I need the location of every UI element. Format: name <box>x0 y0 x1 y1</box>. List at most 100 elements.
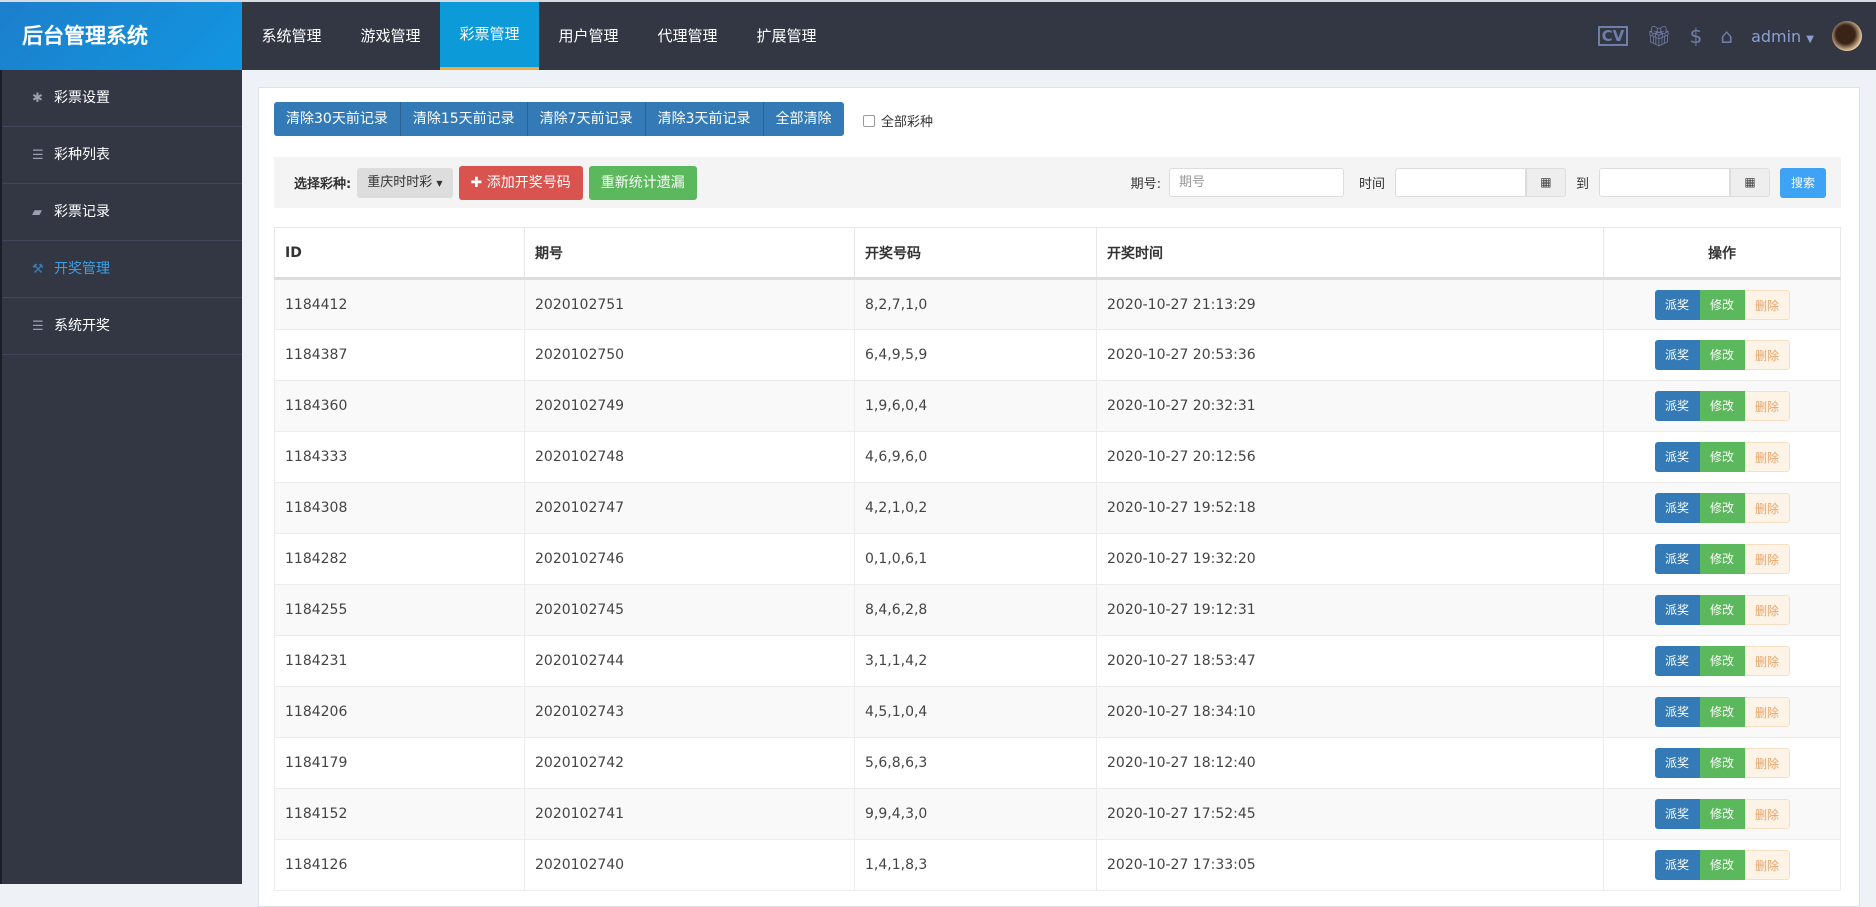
action-group: 派奖 修改 删除 <box>1654 799 1790 829</box>
edit-button[interactable]: 修改 <box>1699 544 1745 574</box>
award-button[interactable]: 派奖 <box>1654 442 1700 472</box>
sidebar-item-records[interactable]: ▰ 彩票记录 <box>2 184 242 241</box>
sidebar-item-label: 系统开奖 <box>54 318 110 334</box>
search-button[interactable]: 搜索 <box>1779 167 1826 198</box>
edit-button[interactable]: 修改 <box>1699 646 1745 676</box>
calendar-icon[interactable]: ▦ <box>1525 168 1566 197</box>
edit-button[interactable]: 修改 <box>1699 442 1745 472</box>
tab-agent[interactable]: 代理管理 <box>657 27 718 45</box>
lottery-type-select[interactable]: 重庆时时彩 ▼ <box>357 167 453 198</box>
sidebar-item-type-list[interactable]: ☰ 彩种列表 <box>2 127 242 184</box>
edit-button[interactable]: 修改 <box>1699 697 1745 727</box>
delete-button[interactable]: 删除 <box>1744 289 1790 320</box>
delete-button[interactable]: 删除 <box>1744 646 1790 676</box>
award-button[interactable]: 派奖 <box>1654 289 1700 320</box>
all-types-checkbox[interactable]: 全部彩种 <box>863 111 933 130</box>
edit-button[interactable]: 修改 <box>1699 595 1745 625</box>
cell-time: 2020-10-27 17:33:05 <box>1096 839 1604 891</box>
time-label: 时间 <box>1358 177 1385 192</box>
award-button[interactable]: 派奖 <box>1654 697 1700 727</box>
end-date-input[interactable] <box>1598 168 1730 197</box>
recount-missing-button[interactable]: 重新统计遗漏 <box>588 165 697 200</box>
award-button[interactable]: 派奖 <box>1654 391 1700 421</box>
clear-15-days-button[interactable]: 清除15天前记录 <box>400 102 528 136</box>
award-button[interactable]: 派奖 <box>1654 544 1700 574</box>
cell-actions: 派奖 修改 删除 <box>1603 380 1841 432</box>
clear-30-days-button[interactable]: 清除30天前记录 <box>274 102 401 136</box>
edit-button[interactable]: 修改 <box>1699 340 1745 370</box>
edit-button[interactable]: 修改 <box>1699 850 1745 880</box>
user-menu[interactable]: admin ▼ <box>1751 27 1814 46</box>
delete-button[interactable]: 删除 <box>1744 442 1790 472</box>
award-button[interactable]: 派奖 <box>1654 850 1700 880</box>
caret-down-icon: ▼ <box>1806 33 1814 45</box>
award-button[interactable]: 派奖 <box>1654 799 1700 829</box>
tab-system[interactable]: 系统管理 <box>261 27 322 45</box>
tab-game[interactable]: 游戏管理 <box>360 27 421 45</box>
cell-numbers: 4,6,9,6,0 <box>854 431 1097 483</box>
cell-actions: 派奖 修改 删除 <box>1603 686 1841 738</box>
award-button[interactable]: 派奖 <box>1654 595 1700 625</box>
sidebar-item-system-draw[interactable]: ☰ 系统开奖 <box>2 298 242 355</box>
table-row: 1184282 2020102746 0,1,0,6,1 2020-10-27 19:… <box>274 533 1841 585</box>
cell-time: 2020-10-27 19:52:18 <box>1096 482 1604 534</box>
cell-period: 2020102750 <box>524 329 855 381</box>
clear-all-button[interactable]: 全部清除 <box>763 102 844 136</box>
add-draw-number-button[interactable]: ✚ 添加开奖号码 <box>458 165 583 200</box>
checkbox[interactable] <box>863 114 875 127</box>
delete-button[interactable]: 删除 <box>1744 340 1790 370</box>
cv-icon[interactable]: CV <box>1597 26 1629 46</box>
delete-button[interactable]: 删除 <box>1744 493 1790 523</box>
delete-button[interactable]: 删除 <box>1744 748 1790 778</box>
action-group: 派奖 修改 删除 <box>1654 595 1790 625</box>
home-icon[interactable]: ⌂ <box>1720 24 1734 48</box>
delete-button[interactable]: 删除 <box>1744 544 1790 574</box>
cell-period: 2020102748 <box>524 431 855 483</box>
award-button[interactable]: 派奖 <box>1654 340 1700 370</box>
gear-icon: ✱ <box>32 91 43 106</box>
award-button[interactable]: 派奖 <box>1654 493 1700 523</box>
delete-button[interactable]: 删除 <box>1744 697 1790 727</box>
period-input[interactable]: 期号 <box>1168 168 1344 197</box>
cell-numbers: 9,9,4,3,0 <box>854 788 1097 840</box>
delete-button[interactable]: 删除 <box>1744 595 1790 625</box>
table-row: 1184412 2020102751 8,2,7,1,0 2020-10-27 21:… <box>274 278 1841 330</box>
sidebar-item-label: 彩票记录 <box>54 204 110 220</box>
edit-button[interactable]: 修改 <box>1699 391 1745 421</box>
avatar[interactable] <box>1832 21 1862 51</box>
sidebar-item-lottery-settings[interactable]: ✱ 彩票设置 <box>2 70 242 127</box>
tab-lottery[interactable]: 彩票管理 <box>440 2 539 70</box>
cell-time: 2020-10-27 20:12:56 <box>1096 431 1604 483</box>
calendar-icon[interactable]: ▦ <box>1729 168 1770 197</box>
start-date-input[interactable] <box>1394 168 1526 197</box>
delete-button[interactable]: 删除 <box>1744 850 1790 880</box>
table-row: 1184179 2020102742 5,6,8,6,3 2020-10-27 18:… <box>274 737 1841 789</box>
action-group: 派奖 修改 删除 <box>1654 340 1790 370</box>
cell-numbers: 1,4,1,8,3 <box>854 839 1097 891</box>
clear-records-group: 清除30天前记录 清除15天前记录 清除7天前记录 清除3天前记录 全部清除 <box>274 102 844 136</box>
gift-icon[interactable]: 🎁︎ <box>1646 24 1672 48</box>
table-row: 1184333 2020102748 4,6,9,6,0 2020-10-27 20:… <box>274 431 1841 483</box>
edit-button[interactable]: 修改 <box>1699 289 1745 320</box>
delete-button[interactable]: 删除 <box>1744 391 1790 421</box>
edit-button[interactable]: 修改 <box>1699 493 1745 523</box>
clear-7-days-button[interactable]: 清除7天前记录 <box>527 102 646 136</box>
cell-numbers: 3,1,1,4,2 <box>854 635 1097 687</box>
sidebar-item-draw-management[interactable]: ⚒ 开奖管理 <box>2 241 242 298</box>
edit-button[interactable]: 修改 <box>1699 799 1745 829</box>
delete-button[interactable]: 删除 <box>1744 799 1790 829</box>
col-time: 开奖时间 <box>1096 227 1604 280</box>
cell-time: 2020-10-27 19:12:31 <box>1096 584 1604 636</box>
tab-extension[interactable]: 扩展管理 <box>756 27 817 45</box>
award-button[interactable]: 派奖 <box>1654 748 1700 778</box>
cell-time: 2020-10-27 18:12:40 <box>1096 737 1604 789</box>
cell-id: 1184282 <box>274 533 525 585</box>
award-button[interactable]: 派奖 <box>1654 646 1700 676</box>
dollar-icon[interactable]: $ <box>1689 24 1703 48</box>
clear-3-days-button[interactable]: 清除3天前记录 <box>645 102 764 136</box>
action-group: 派奖 修改 删除 <box>1654 748 1790 778</box>
table-row: 1184152 2020102741 9,9,4,3,0 2020-10-27 17:… <box>274 788 1841 840</box>
select-type-label: 选择彩种: <box>294 177 352 192</box>
edit-button[interactable]: 修改 <box>1699 748 1745 778</box>
tab-user[interactable]: 用户管理 <box>558 27 619 45</box>
